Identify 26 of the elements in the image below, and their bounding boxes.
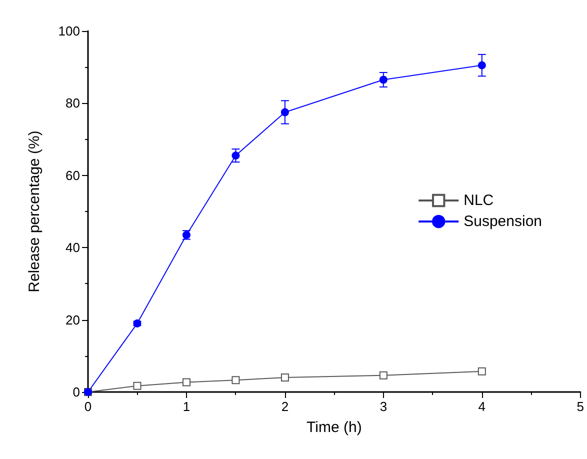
x-tick-label: 1 <box>182 399 190 414</box>
y-tick-label: 80 <box>66 96 80 111</box>
x-tick-label: 5 <box>576 399 584 414</box>
point <box>232 376 240 384</box>
y-tick-label: 20 <box>66 312 80 328</box>
point <box>280 108 289 116</box>
point <box>478 61 486 70</box>
legend-label: NLC <box>464 192 494 209</box>
point <box>379 371 388 380</box>
x-tick-label: 0 <box>84 399 92 414</box>
x-tick-label: 4 <box>478 399 486 414</box>
point <box>280 374 289 382</box>
point <box>478 367 486 376</box>
x-tick-label: 3 <box>380 399 388 414</box>
x-axis-title: Time (h) <box>306 419 362 436</box>
point <box>379 76 388 84</box>
y-tick-label: 60 <box>66 168 80 183</box>
y-tick-label: 0 <box>72 384 80 400</box>
legend-label: Suspension <box>464 213 542 230</box>
x-tick-label: 2 <box>281 399 289 414</box>
y-tick-label: 40 <box>66 240 80 256</box>
point <box>232 152 240 160</box>
point <box>182 378 190 386</box>
y-axis-title: Release percentage (%) <box>26 130 43 292</box>
y-tick-label: 100 <box>58 24 80 38</box>
point <box>133 382 142 390</box>
